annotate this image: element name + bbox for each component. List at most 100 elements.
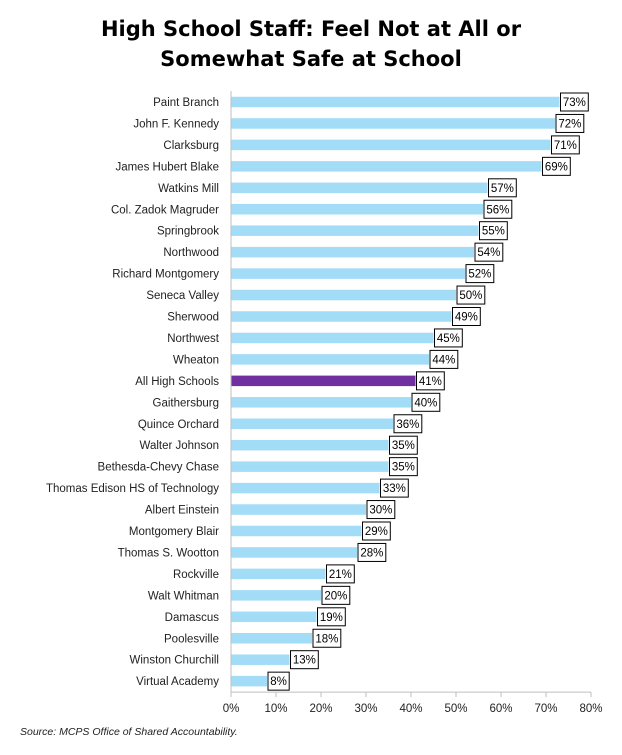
data-label: 54% [477,247,500,259]
data-label-box [312,628,342,648]
data-label-box [452,307,481,326]
category-label: Gaithersburg [153,397,219,409]
bar [231,161,542,172]
bar [231,204,483,215]
chart-title-line-2: Somewhat Safe at School [160,47,462,71]
bar [231,461,389,472]
bar [231,418,393,429]
category-label: All High Schools [135,376,219,388]
category-label: James Hubert Blake [115,161,219,173]
x-tick-label: 0% [223,703,240,715]
data-label: 50% [459,290,482,302]
data-label: 57% [491,183,514,195]
data-label-box [389,435,418,455]
category-label: Walt Whitman [148,590,219,602]
x-tick-label: 50% [444,703,467,715]
data-label-box [321,585,351,605]
category-label: Walter Johnson [140,440,219,452]
bar [231,118,555,129]
data-label-box [389,457,418,477]
bar [231,332,434,344]
data-label-box [465,264,495,284]
bar [231,525,362,537]
category-label: Damascus [165,612,220,624]
category-label: Northwood [163,247,219,259]
category-label: Montgomery Blair [129,526,219,538]
x-tick-label: 20% [309,703,332,715]
data-label: 36% [396,419,419,431]
data-label: 35% [392,440,415,452]
data-label: 8% [270,676,287,688]
data-label-box [434,328,463,348]
bar [231,354,429,365]
bar [231,504,366,515]
category-label: John F. Kennedy [133,118,219,130]
data-label: 29% [365,526,388,538]
data-label: 69% [545,161,568,173]
source-note: Source: MCPS Office of Shared Accountabi… [20,726,238,738]
data-label-box [393,414,423,434]
category-label: Bethesda-Chevy Chase [98,462,219,474]
category-label: Virtual Academy [136,676,219,688]
data-label: 71% [554,140,577,152]
data-label: 72% [558,118,581,130]
category-label: Winston Churchill [130,655,219,667]
data-label: 55% [482,226,505,238]
data-label-box [474,242,504,262]
category-label: Paint Branch [153,97,219,109]
category-label: Clarksburg [163,140,219,152]
x-tick-label: 60% [489,703,512,715]
category-label: Springbrook [157,226,219,238]
data-label-box [380,478,409,498]
bar [231,268,465,279]
bar [231,182,488,194]
data-label: 56% [486,204,509,216]
bar [231,482,380,494]
data-label: 73% [563,97,586,109]
data-label-box [551,135,580,155]
data-label: 49% [455,312,478,324]
bar [231,633,312,644]
data-label: 30% [369,505,392,517]
data-label: 45% [437,333,460,345]
category-label: Quince Orchard [138,419,219,431]
x-tick-label: 70% [534,703,557,715]
bar [231,611,317,623]
data-label: 33% [383,483,406,495]
data-label: 19% [320,612,343,624]
bar [231,246,474,258]
data-label-box [411,392,441,412]
x-tick-label: 80% [579,703,602,715]
bar [231,568,326,580]
x-tick-label: 10% [264,703,287,715]
bar [231,139,551,151]
category-label: Albert Einstein [145,505,219,517]
category-label: Wheaton [173,354,219,366]
data-label: 20% [324,590,347,602]
x-tick-label: 40% [399,703,422,715]
data-label-box [267,671,290,691]
category-label: Sherwood [167,312,219,324]
data-label-box [290,650,319,670]
bar [231,654,290,665]
data-label-box [483,199,513,219]
data-label-box [317,607,346,627]
bar [231,225,479,236]
category-label: Northwest [167,333,220,345]
bar [231,675,267,687]
data-label-box [416,371,445,391]
category-label: Seneca Valley [146,290,219,302]
data-label: 21% [329,569,352,581]
data-label: 44% [432,354,455,366]
bar [231,96,560,108]
data-label: 13% [293,655,316,667]
x-tick-label: 30% [354,703,377,715]
bar [231,289,456,301]
bar-highlight [231,375,416,387]
data-label-box [326,564,355,584]
data-label-box [555,113,585,133]
chart-title-line-1: High School Staff: Feel Not at All or [100,17,522,41]
data-label-box [366,500,396,520]
data-label-box [488,178,517,198]
